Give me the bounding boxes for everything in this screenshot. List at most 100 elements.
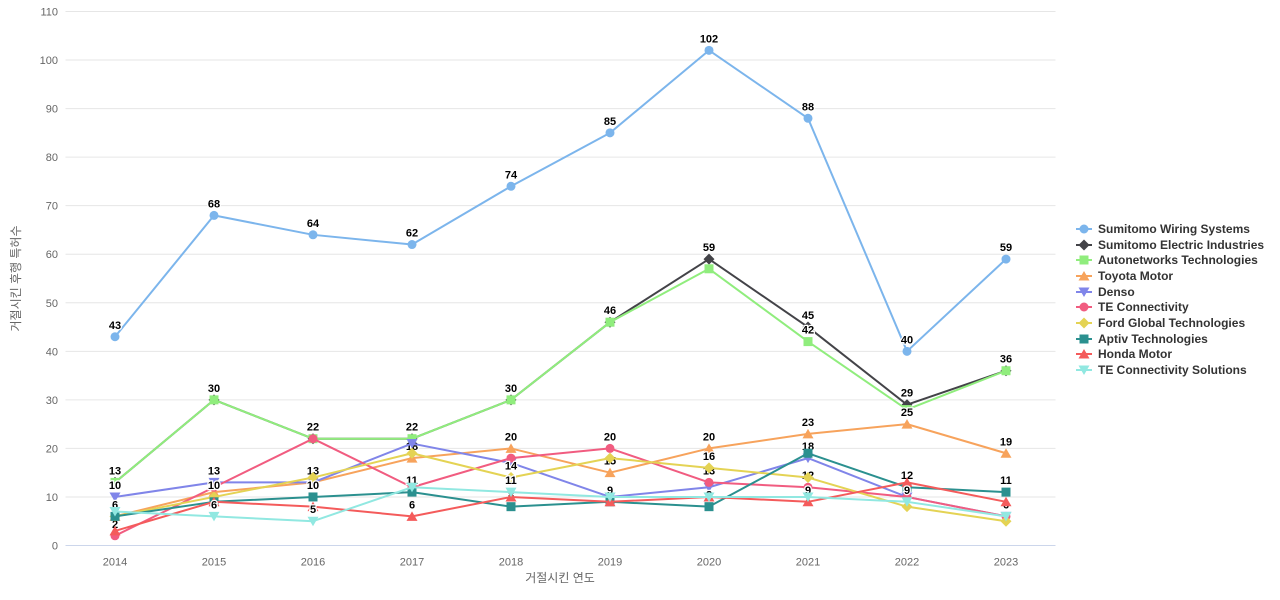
data-point-label: 5 (310, 504, 316, 516)
data-point-marker[interactable] (1001, 366, 1011, 376)
data-point-marker[interactable] (208, 511, 220, 522)
data-point-marker[interactable] (902, 405, 912, 415)
data-point-marker[interactable] (803, 482, 813, 492)
data-point-marker[interactable] (704, 502, 714, 512)
x-axis-tick-label: 2016 (301, 557, 325, 569)
data-point-marker[interactable] (208, 496, 220, 507)
data-point-marker[interactable] (802, 321, 814, 333)
data-point-label: 20 (604, 431, 616, 443)
data-point-marker[interactable] (209, 482, 219, 492)
data-point-marker[interactable] (407, 240, 417, 250)
legend-marker (1079, 255, 1089, 265)
legend-item-denso[interactable]: Denso (1076, 284, 1264, 300)
legend-item-autonetworks-technologies[interactable]: Autonetworks Technologies (1076, 252, 1264, 268)
data-point-marker[interactable] (703, 443, 715, 453)
data-point-marker[interactable] (704, 264, 714, 274)
data-point-marker[interactable] (802, 472, 814, 484)
series-line (114, 442, 1007, 518)
data-point-marker[interactable] (704, 45, 714, 55)
legend-label: Honda Motor (1098, 347, 1172, 362)
legend-item-aptiv-technologies[interactable]: Aptiv Technologies (1076, 331, 1264, 347)
data-point-marker[interactable] (209, 210, 219, 220)
data-point-label: 45 (802, 310, 814, 322)
data-point-marker[interactable] (308, 230, 318, 240)
triangle-legend-marker-icon (1076, 270, 1092, 281)
legend-label: Ford Global Technologies (1098, 315, 1246, 330)
legend-item-sumitomo-electric-industries[interactable]: Sumitomo Electric Industries (1076, 237, 1264, 253)
legend-marker (1078, 365, 1090, 376)
data-point-marker[interactable] (307, 501, 319, 512)
series-line (114, 452, 1007, 523)
data-point-marker[interactable] (901, 419, 913, 429)
data-point-marker[interactable] (109, 492, 121, 502)
legend-item-sumitomo-wiring-systems[interactable]: Sumitomo Wiring Systems (1076, 221, 1264, 237)
data-point-label: 19 (1000, 436, 1012, 448)
data-point-marker[interactable] (505, 472, 517, 484)
data-point-marker[interactable] (802, 492, 814, 502)
data-point-marker[interactable] (506, 502, 516, 512)
data-point-marker[interactable] (109, 507, 121, 517)
legend-item-honda-motor[interactable]: Honda Motor (1076, 347, 1264, 363)
data-point-marker[interactable] (406, 439, 418, 449)
data-point-marker[interactable] (307, 516, 319, 527)
series-te-connectivity-solutions: 6 5 11 9 (109, 474, 1012, 527)
legend-marker (1078, 287, 1090, 297)
data-point-marker[interactable] (505, 443, 517, 453)
y-axis-tick-label: 80 (46, 152, 58, 164)
data-point-marker[interactable] (802, 428, 814, 439)
data-point-marker[interactable] (605, 128, 615, 138)
data-point-marker[interactable] (506, 181, 516, 191)
data-point-label: 13 (307, 465, 319, 477)
data-point-marker[interactable] (703, 253, 715, 265)
data-point-marker[interactable] (803, 113, 813, 123)
data-point-marker[interactable] (901, 477, 913, 487)
legend-item-te-connectivity-solutions[interactable]: TE Connectivity Solutions (1076, 362, 1264, 378)
data-point-marker[interactable] (604, 452, 616, 464)
data-point-marker[interactable] (902, 346, 912, 356)
data-point-marker[interactable] (209, 395, 219, 405)
data-point-marker[interactable] (505, 487, 517, 498)
data-point-marker[interactable] (110, 332, 120, 342)
data-point-marker[interactable] (1000, 511, 1012, 522)
data-point-marker[interactable] (1000, 448, 1012, 458)
data-point-marker[interactable] (308, 434, 318, 444)
data-point-marker[interactable] (308, 492, 318, 502)
legend-item-toyota-motor[interactable]: Toyota Motor (1076, 268, 1264, 284)
data-point-marker[interactable] (604, 492, 616, 502)
circle-legend-marker-icon (1076, 224, 1092, 234)
data-point-marker[interactable] (604, 467, 616, 478)
x-axis-tick-label: 2019 (598, 557, 622, 569)
data-point-marker[interactable] (1001, 487, 1011, 497)
data-point-marker[interactable] (1000, 496, 1012, 507)
data-point-marker[interactable] (406, 447, 418, 459)
data-point-label: 9 (607, 485, 613, 497)
diamond-legend-marker-icon (1076, 317, 1092, 329)
data-point-marker[interactable] (110, 477, 120, 487)
legend-item-te-connectivity[interactable]: TE Connectivity (1076, 299, 1264, 315)
data-point-marker[interactable] (406, 482, 418, 493)
data-point-marker[interactable] (1001, 254, 1011, 264)
data-point-marker[interactable] (407, 434, 417, 444)
data-point-marker[interactable] (703, 462, 715, 474)
data-point-label: 10 (307, 480, 319, 492)
data-point-marker[interactable] (506, 395, 516, 405)
data-point-marker[interactable] (208, 477, 220, 488)
data-point-marker[interactable] (902, 482, 912, 492)
circle-legend-marker-icon (1076, 302, 1092, 312)
data-point-marker[interactable] (803, 448, 813, 458)
data-point-marker[interactable] (803, 337, 813, 347)
y-axis-tick-label: 110 (40, 7, 58, 19)
data-point-marker[interactable] (109, 525, 121, 536)
legend-item-ford-global-technologies[interactable]: Ford Global Technologies (1076, 315, 1264, 331)
data-point-marker[interactable] (703, 492, 715, 502)
data-point-marker[interactable] (506, 453, 516, 463)
data-point-marker[interactable] (901, 497, 913, 507)
data-point-marker[interactable] (704, 477, 714, 487)
data-point-marker[interactable] (406, 511, 418, 521)
y-axis-tick-labels: 0 10 20 30 40 50 60 70 80 90 100 110 (40, 7, 58, 553)
data-point-marker[interactable] (605, 443, 615, 453)
data-point-marker[interactable] (307, 472, 319, 484)
data-point-marker[interactable] (605, 317, 615, 327)
series-line (114, 49, 1007, 353)
